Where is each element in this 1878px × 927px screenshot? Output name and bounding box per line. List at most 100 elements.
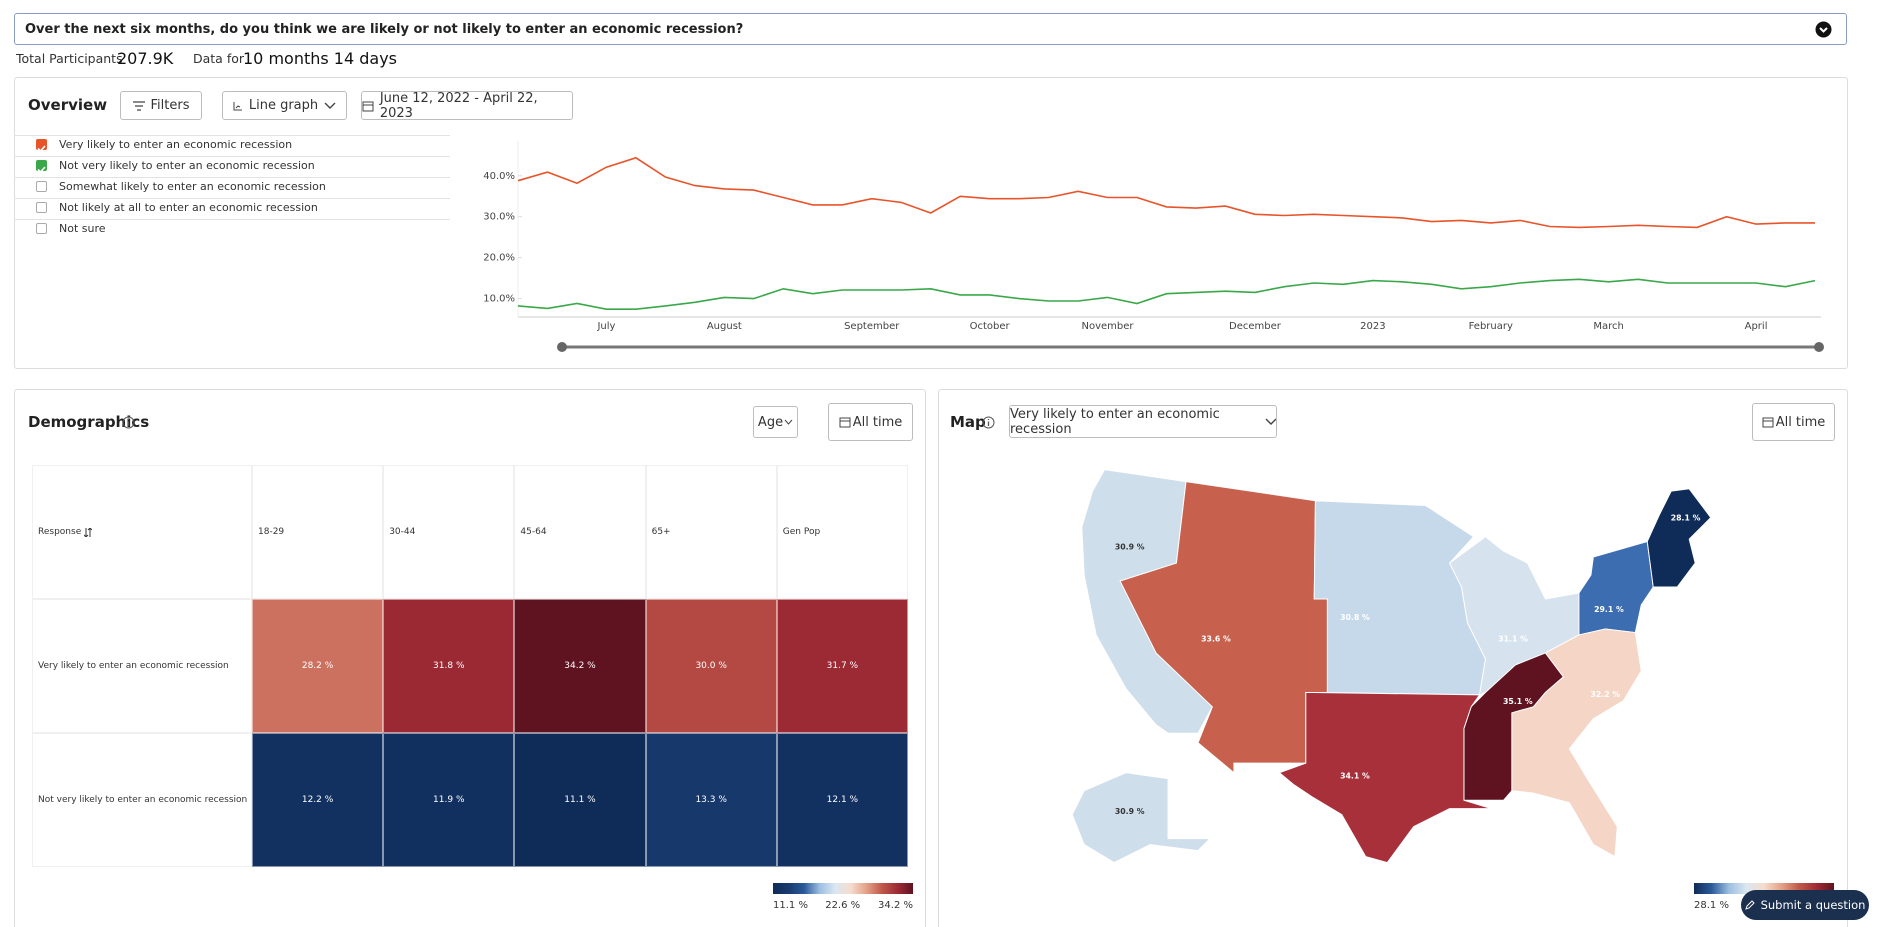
pencil-icon xyxy=(1744,900,1755,910)
info-icon[interactable] xyxy=(982,416,995,429)
demographics-title: Demographics xyxy=(28,413,150,431)
heat-cell: 12.2 % xyxy=(252,733,384,867)
legend-separator xyxy=(14,177,450,178)
header-label: Response xyxy=(38,527,82,537)
legend-label: Not very likely to enter an economic rec… xyxy=(59,159,315,172)
submit-button[interactable]: Submit a question xyxy=(1741,890,1869,920)
legend-separator xyxy=(14,156,450,157)
header-cell: Gen Pop xyxy=(776,465,908,599)
header-label: 18-29 xyxy=(258,527,285,537)
row-label: Very likely to enter an economic recessi… xyxy=(38,661,229,671)
header-cell: 18-29 xyxy=(252,465,384,599)
legend-tick-label: 34.2 % xyxy=(878,900,913,911)
sort-icon xyxy=(84,527,93,537)
legend-separator xyxy=(14,135,450,136)
legend-gradient xyxy=(773,883,913,894)
legend-separator xyxy=(14,198,450,199)
legend-checkbox[interactable] xyxy=(36,223,47,234)
cell-label: 30.0 % xyxy=(695,661,727,671)
legend-checkbox[interactable] xyxy=(36,181,47,192)
legend-checkbox[interactable] xyxy=(36,160,47,174)
heat-cell: 31.8 % xyxy=(383,599,515,733)
question-select[interactable]: Over the next six months, do you think w… xyxy=(14,13,1847,45)
header-cell: Response xyxy=(32,465,252,599)
cell-label: 34.2 % xyxy=(564,661,596,671)
cell-label: 31.7 % xyxy=(826,661,859,671)
period-label: All time xyxy=(852,414,903,430)
cell-label: 28.2 % xyxy=(301,661,334,671)
date-range-label: June 12, 2022 - April 22, 2023 xyxy=(379,90,538,121)
header-cell: 30-44 xyxy=(383,465,515,599)
map-response-select[interactable]: Very likely to enter an economic recessi… xyxy=(1009,405,1277,438)
overview-panel xyxy=(14,77,1848,369)
heat-cell: 11.1 % xyxy=(514,733,646,867)
cell-label: 12.2 % xyxy=(301,795,334,805)
heat-cell: 28.2 % xyxy=(252,599,384,733)
heat-cell: 12.1 % xyxy=(776,733,908,867)
header-label: 30-44 xyxy=(389,527,416,537)
header-label: 45-64 xyxy=(520,527,547,537)
overview-title: Overview xyxy=(28,96,108,114)
group-select[interactable]: Age xyxy=(753,406,798,438)
heat-cell: 30.0 % xyxy=(645,599,777,733)
cell-label: 11.9 % xyxy=(433,795,465,805)
check-icon xyxy=(37,166,46,174)
cell-label: 31.8 % xyxy=(433,661,465,671)
group-label: Age xyxy=(757,414,784,430)
chevron xyxy=(1265,418,1276,425)
participants-value: 207.9K xyxy=(117,49,174,68)
participants-label: Total Participants xyxy=(16,51,123,66)
calendar-icon xyxy=(839,417,851,428)
data-for-label: Data for xyxy=(193,51,245,66)
legend-label: Very likely to enter an economic recessi… xyxy=(59,138,293,151)
data-for-value: 10 months 14 days xyxy=(243,49,398,68)
cell-label: 11.1 % xyxy=(564,795,596,805)
demographics-table: Response 18-29 30-44 45-64 65+ Gen Pop Very li… xyxy=(32,465,908,867)
legend-tick-label: 11.1 % xyxy=(773,900,808,911)
legend-label: Somewhat likely to enter an economic rec… xyxy=(59,180,326,193)
row-label: Not very likely to enter an economic rec… xyxy=(38,795,248,805)
row-header: Very likely to enter an economic recessi… xyxy=(32,599,252,733)
heat-cell: 34.2 % xyxy=(514,599,646,733)
legend-label: Not likely at all to enter an economic r… xyxy=(59,201,318,214)
header-label: 65+ xyxy=(651,527,671,537)
map-period-label: All time xyxy=(1775,414,1826,430)
legend-checkbox[interactable] xyxy=(36,139,47,153)
map-legend-label: 28.1 % xyxy=(1694,900,1729,911)
calendar-icon xyxy=(1762,417,1774,428)
heat-cell: 11.9 % xyxy=(383,733,515,867)
view-select[interactable]: Line graph xyxy=(222,91,347,120)
header-label: Gen Pop xyxy=(782,527,821,537)
header-cell: 65+ xyxy=(645,465,777,599)
heat-cell: 31.7 % xyxy=(776,599,908,733)
map-response-label: Very likely to enter an economic recessi… xyxy=(1010,406,1220,437)
calendar-icon xyxy=(362,101,374,111)
period-button[interactable]: All time xyxy=(828,403,913,441)
view-label: Line graph xyxy=(248,98,319,113)
chevron xyxy=(324,102,336,109)
legend-separator xyxy=(14,219,450,220)
map-panel xyxy=(938,389,1848,927)
map-title: Map xyxy=(950,413,986,431)
filters-button[interactable]: Filters xyxy=(120,91,202,120)
chart-icon xyxy=(233,101,242,110)
legend-tick-label: 22.6 % xyxy=(825,900,861,911)
check-icon xyxy=(37,145,46,153)
chevron xyxy=(784,419,793,425)
cell-label: 13.3 % xyxy=(695,795,727,805)
submit-label: Submit a question xyxy=(1760,898,1866,912)
date-range-select[interactable]: June 12, 2022 - April 22, 2023 xyxy=(361,90,573,121)
info-icon[interactable] xyxy=(122,416,135,429)
filters-label: Filters xyxy=(150,98,190,113)
dropdown-icon xyxy=(1815,21,1832,38)
legend-label: Not sure xyxy=(59,222,106,235)
cell-label: 12.1 % xyxy=(826,795,859,805)
map-legend-gradient xyxy=(1694,883,1834,894)
legend-checkbox[interactable] xyxy=(36,202,47,213)
filter-icon xyxy=(132,100,145,111)
map-period-button[interactable]: All time xyxy=(1752,403,1835,441)
question-text: Over the next six months, do you think w… xyxy=(25,21,744,37)
row-header: Not very likely to enter an economic rec… xyxy=(32,733,252,867)
heat-cell: 13.3 % xyxy=(645,733,777,867)
